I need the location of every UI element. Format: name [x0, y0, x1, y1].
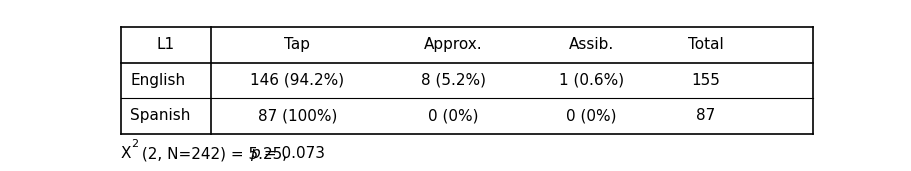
Text: English: English [130, 73, 185, 88]
Text: = 0.073: = 0.073 [260, 146, 325, 161]
Text: 87 (100%): 87 (100%) [258, 108, 337, 123]
Text: 146 (94.2%): 146 (94.2%) [251, 73, 344, 88]
Text: 1 (0.6%): 1 (0.6%) [558, 73, 624, 88]
Text: L1: L1 [157, 37, 175, 52]
Text: 0 (0%): 0 (0%) [428, 108, 478, 123]
Text: Spanish: Spanish [130, 108, 190, 123]
Text: 2: 2 [131, 139, 138, 149]
Text: Tap: Tap [284, 37, 311, 52]
Text: 0 (0%): 0 (0%) [566, 108, 617, 123]
Text: Approx.: Approx. [424, 37, 482, 52]
Text: p: p [251, 146, 260, 161]
Text: 87: 87 [696, 108, 715, 123]
Text: Total: Total [688, 37, 723, 52]
Text: 8 (5.2%): 8 (5.2%) [421, 73, 486, 88]
Text: 155: 155 [691, 73, 720, 88]
Text: X: X [121, 146, 131, 161]
Text: Assib.: Assib. [568, 37, 614, 52]
Text: (2, N=242) = 5.25,: (2, N=242) = 5.25, [138, 146, 292, 161]
